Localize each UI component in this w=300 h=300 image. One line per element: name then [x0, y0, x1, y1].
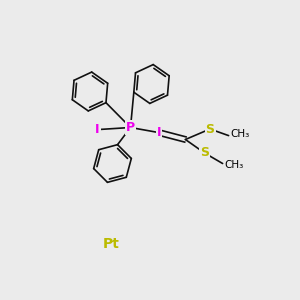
- Text: I: I: [95, 123, 100, 136]
- Text: I: I: [157, 126, 161, 139]
- Text: CH₃: CH₃: [224, 160, 243, 170]
- Text: S: S: [200, 146, 209, 160]
- Text: S: S: [206, 122, 214, 136]
- Text: Pt: Pt: [103, 238, 119, 251]
- Text: CH₃: CH₃: [230, 129, 249, 139]
- Text: P: P: [126, 121, 135, 134]
